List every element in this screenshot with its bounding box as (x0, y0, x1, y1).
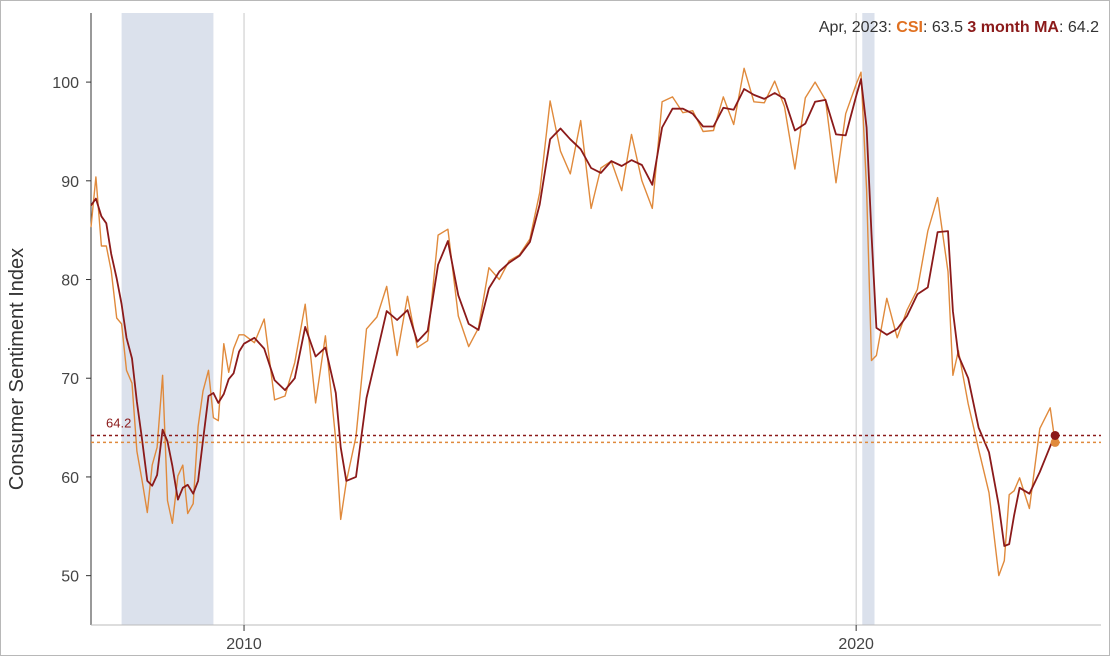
series-line-0 (90, 67, 1056, 577)
y-axis-title: Consumer Sentiment Index (6, 248, 28, 490)
readout-ma-label: 3 month MA (967, 19, 1059, 36)
recession-band-0 (121, 13, 214, 625)
y-tick-label-50: 50 (61, 569, 79, 586)
current-value-reference-lines (91, 434, 1101, 444)
series-line-1 (90, 78, 1056, 547)
x-tick-label-2020: 2020 (838, 636, 874, 653)
current-ma-label: 64.2 (106, 415, 131, 430)
x-tick-label-2010: 2010 (226, 636, 262, 653)
vertical-gridlines (243, 13, 857, 625)
readout-date: Apr, 2023 (819, 19, 888, 36)
x-axis-ticks: 2010 2020 (226, 625, 874, 653)
readout-csi-value: 63.5 (932, 19, 963, 36)
series-lines (90, 67, 1060, 577)
y-tick-label-70: 70 (61, 371, 79, 388)
readout-sep-3: : (1059, 19, 1068, 36)
y-axis-ticks: 50 60 70 80 90 100 (52, 75, 91, 586)
readout-csi-label: CSI (896, 19, 923, 36)
readout-sep-2: : (923, 19, 932, 36)
hover-readout: Apr, 2023: CSI: 63.5 3 month MA: 64.2 (819, 19, 1099, 36)
recession-bands (121, 13, 875, 625)
y-tick-label-90: 90 (61, 174, 79, 191)
readout-ma-value: 64.2 (1068, 19, 1099, 36)
y-tick-label-100: 100 (52, 75, 79, 92)
y-tick-label-60: 60 (61, 470, 79, 487)
series-endpoint-0 (1050, 437, 1060, 447)
y-tick-label-80: 80 (61, 273, 79, 290)
series-endpoint-1 (1050, 430, 1060, 440)
readout-sep-1: : (887, 19, 896, 36)
